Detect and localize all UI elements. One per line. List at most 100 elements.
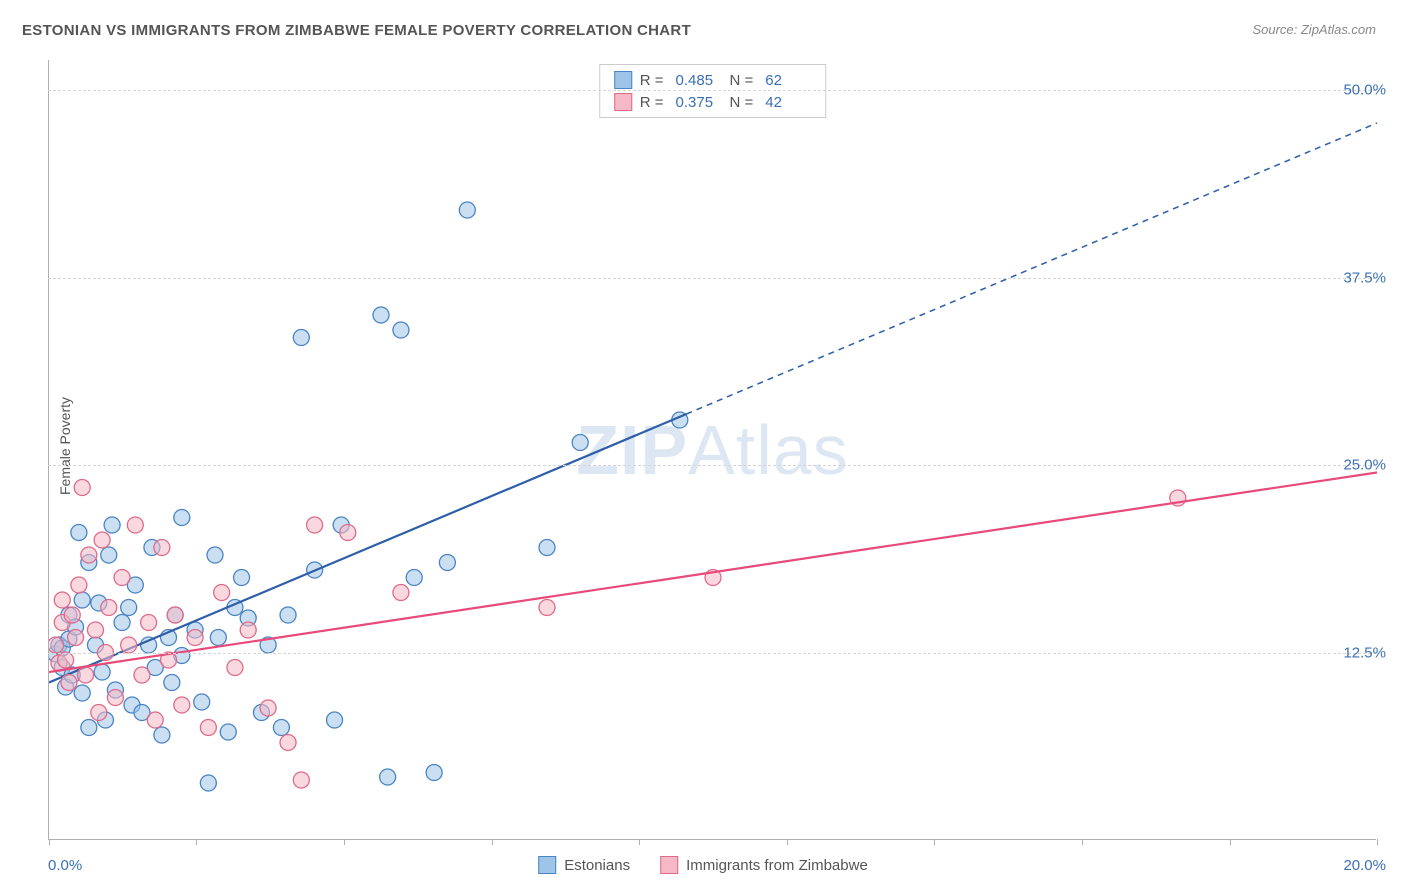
data-point — [54, 615, 70, 631]
data-point — [207, 547, 223, 563]
data-point — [147, 712, 163, 728]
data-point — [174, 510, 190, 526]
data-point — [87, 637, 103, 653]
data-point — [81, 555, 97, 571]
series-legend: Estonians Immigrants from Zimbabwe — [538, 856, 868, 874]
swatch-series2-bottom — [660, 856, 678, 874]
data-point — [81, 720, 97, 736]
x-tick — [344, 839, 345, 845]
watermark-bold: ZIP — [576, 411, 688, 489]
data-point — [426, 765, 442, 781]
y-tick-label: 12.5% — [1343, 644, 1386, 661]
data-point — [141, 637, 157, 653]
data-point — [127, 517, 143, 533]
data-point — [51, 637, 67, 653]
data-point — [393, 585, 409, 601]
data-point — [124, 697, 140, 713]
data-point — [107, 690, 123, 706]
swatch-series1-bottom — [538, 856, 556, 874]
data-point — [214, 585, 230, 601]
data-point — [459, 202, 475, 218]
data-point — [234, 570, 250, 586]
data-point — [174, 697, 190, 713]
trend-line-extrapolated — [686, 123, 1377, 414]
data-point — [210, 630, 226, 646]
data-point — [439, 555, 455, 571]
data-point — [68, 619, 84, 635]
source-value: ZipAtlas.com — [1301, 22, 1376, 37]
data-point — [280, 607, 296, 623]
data-point — [64, 607, 80, 623]
stats-row-series1: R = 0.485 N = 62 — [614, 69, 812, 91]
data-point — [539, 540, 555, 556]
data-point — [74, 685, 90, 701]
data-point — [64, 667, 80, 683]
r-label: R = — [640, 72, 664, 89]
data-point — [154, 727, 170, 743]
data-point — [227, 660, 243, 676]
data-point — [121, 600, 137, 616]
x-tick — [787, 839, 788, 845]
chart-title: ESTONIAN VS IMMIGRANTS FROM ZIMBABWE FEM… — [22, 22, 691, 39]
data-point — [127, 577, 143, 593]
data-point — [97, 712, 113, 728]
data-point — [293, 772, 309, 788]
data-point — [154, 540, 170, 556]
r-value-series2: 0.375 — [676, 94, 722, 111]
x-tick — [1377, 839, 1378, 845]
x-tick — [639, 839, 640, 845]
r-label: R = — [640, 94, 664, 111]
data-point — [58, 679, 74, 695]
x-tick — [49, 839, 50, 845]
plot-area: ZIPAtlas R = 0.485 N = 62 R = 0.375 N = … — [48, 60, 1376, 840]
grid-line — [48, 90, 1376, 91]
data-point — [307, 562, 323, 578]
stats-legend: R = 0.485 N = 62 R = 0.375 N = 42 — [599, 64, 827, 118]
data-point — [68, 630, 84, 646]
data-point — [134, 705, 150, 721]
grid-line — [48, 465, 1376, 466]
data-point — [91, 705, 107, 721]
data-point — [101, 547, 117, 563]
data-point — [187, 622, 203, 638]
data-point — [121, 637, 137, 653]
data-point — [141, 615, 157, 631]
legend-item-series2: Immigrants from Zimbabwe — [660, 856, 868, 874]
data-point — [144, 540, 160, 556]
legend-item-series1: Estonians — [538, 856, 630, 874]
data-point — [91, 595, 107, 611]
data-point — [164, 675, 180, 691]
data-point — [54, 660, 70, 676]
x-tick — [1082, 839, 1083, 845]
data-point — [104, 517, 120, 533]
data-point — [273, 720, 289, 736]
watermark: ZIPAtlas — [576, 410, 849, 490]
x-tick — [196, 839, 197, 845]
data-point — [240, 622, 256, 638]
x-tick — [1230, 839, 1231, 845]
data-point — [672, 412, 688, 428]
source-label: Source: — [1252, 22, 1300, 37]
data-point — [200, 720, 216, 736]
x-tick — [492, 839, 493, 845]
data-point — [220, 724, 236, 740]
data-point — [373, 307, 389, 323]
data-point — [260, 637, 276, 653]
data-point — [114, 615, 130, 631]
data-point — [101, 600, 117, 616]
swatch-series2 — [614, 93, 632, 111]
data-point — [94, 532, 110, 548]
stats-row-series2: R = 0.375 N = 42 — [614, 91, 812, 113]
r-value-series1: 0.485 — [676, 72, 722, 89]
data-point — [333, 517, 349, 533]
trend-line — [49, 473, 1377, 673]
x-tick-label: 20.0% — [1343, 857, 1386, 874]
data-point — [147, 660, 163, 676]
data-point — [74, 592, 90, 608]
data-point — [167, 607, 183, 623]
scatter-svg — [49, 60, 1377, 840]
n-value-series2: 42 — [765, 94, 811, 111]
x-tick-label: 0.0% — [48, 857, 82, 874]
data-point — [87, 622, 103, 638]
data-point — [94, 664, 110, 680]
